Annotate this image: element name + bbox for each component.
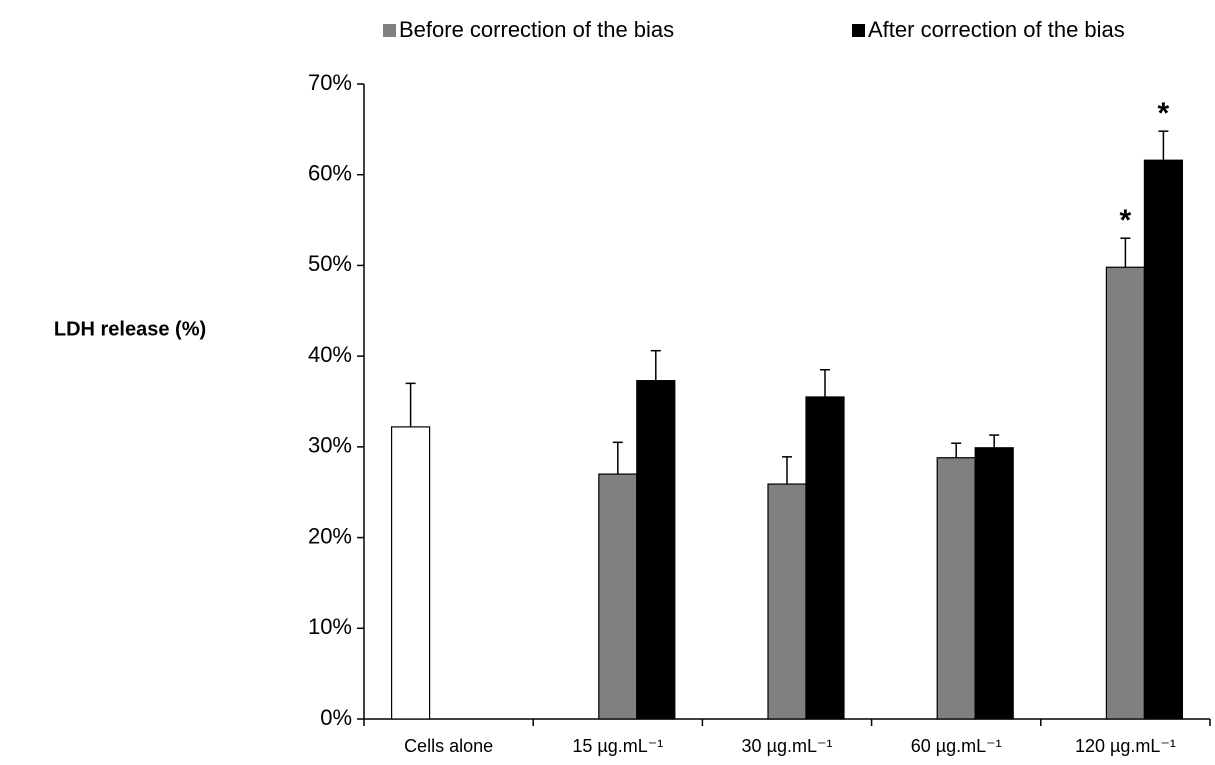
y-axis-label: LDH release (%)	[54, 318, 206, 340]
error-bar	[612, 441, 623, 475]
x-tick-label: 120 µg.mL⁻¹	[1075, 736, 1176, 756]
legend-label: After correction of the bias	[868, 17, 1125, 42]
bar	[805, 396, 845, 720]
y-tick-label: 70%	[308, 70, 352, 95]
bar	[598, 473, 638, 720]
error-bar	[989, 434, 1000, 448]
x-tick-label: 15 µg.mL⁻¹	[572, 736, 663, 756]
significance-mark: *	[1120, 204, 1132, 237]
x-tick-label: 60 µg.mL⁻¹	[911, 736, 1002, 756]
legend-swatch	[383, 24, 396, 37]
error-bar	[782, 456, 792, 485]
bar	[1143, 159, 1184, 720]
significance-mark: *	[1158, 97, 1170, 130]
error-bar	[820, 369, 830, 397]
bar	[636, 380, 676, 720]
legend-label: Before correction of the bias	[399, 17, 674, 42]
y-tick-label: 10%	[308, 614, 352, 639]
y-tick-label: 30%	[308, 433, 352, 458]
x-tick-label: Cells alone	[404, 736, 493, 756]
bar	[936, 457, 976, 720]
bar	[974, 447, 1014, 720]
bar	[391, 426, 431, 720]
error-bar	[405, 382, 416, 427]
legend-swatch	[852, 24, 865, 37]
bar	[1105, 266, 1146, 720]
error-bar	[951, 442, 962, 458]
y-tick-label: 40%	[308, 342, 352, 367]
y-tick-label: 20%	[308, 523, 352, 548]
error-bar	[650, 349, 661, 381]
y-tick-label: 50%	[308, 251, 352, 276]
error-bar	[1158, 130, 1169, 161]
y-tick-label: 0%	[320, 705, 352, 730]
y-tick-label: 60%	[308, 161, 352, 186]
error-bar	[1120, 237, 1131, 268]
bar	[767, 483, 807, 720]
x-tick-label: 30 µg.mL⁻¹	[742, 736, 833, 756]
